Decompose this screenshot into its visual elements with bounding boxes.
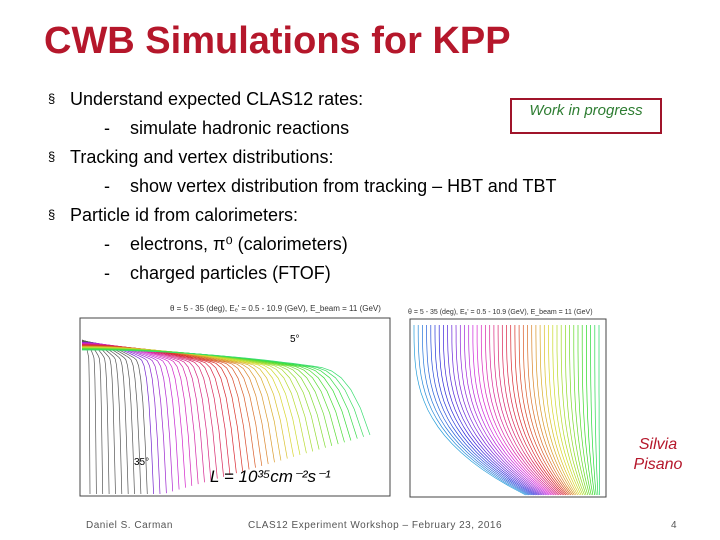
- dash: -: [104, 176, 110, 196]
- curve: [565, 325, 587, 496]
- curve: [577, 325, 592, 496]
- curve: [543, 325, 579, 496]
- curve: [569, 325, 589, 496]
- curve: [506, 325, 563, 496]
- curve: [451, 324, 541, 496]
- curve: [472, 325, 550, 496]
- curve: [548, 325, 580, 496]
- curves: [413, 324, 600, 496]
- plot-left: θ = 5 - 35 (deg), Eₑ' = 0.5 - 10.9 (GeV)…: [50, 300, 400, 512]
- curve: [459, 325, 545, 496]
- curve: [522, 325, 570, 496]
- dash: -: [104, 118, 110, 138]
- curve: [476, 325, 552, 496]
- curve: [430, 325, 533, 496]
- plot-frame: [409, 318, 607, 498]
- curve: [82, 349, 371, 436]
- curve: [493, 325, 558, 496]
- sub-bullet: simulate hadronic reactions: [130, 118, 350, 138]
- sub-bullet: charged particles (FTOF): [130, 263, 331, 283]
- curve: [518, 325, 568, 496]
- curve: [586, 325, 595, 496]
- footer-page: 4: [671, 520, 678, 531]
- curve: [535, 325, 575, 496]
- curve: [590, 325, 597, 496]
- bullet: Particle id from calorimeters:: [70, 205, 299, 225]
- dash: -: [104, 263, 110, 283]
- curve: [426, 325, 531, 496]
- plot-caption: θ = 5 - 35 (deg), Eₑ' = 0.5 - 10.9 (GeV)…: [170, 304, 381, 313]
- curve: [594, 325, 599, 496]
- curve: [598, 325, 600, 496]
- bullet-marker: §: [48, 207, 56, 222]
- sub-bullet: show vertex distribution from tracking –…: [130, 176, 557, 196]
- curve: [552, 325, 582, 496]
- curve: [556, 325, 584, 496]
- bullet: Understand expected CLAS12 rates:: [70, 89, 364, 109]
- curve: [539, 325, 577, 496]
- curve: [497, 325, 560, 496]
- curve: [468, 325, 548, 496]
- plot-bg: [400, 305, 612, 510]
- curve: [560, 325, 585, 496]
- curve: [443, 325, 538, 496]
- footer-author: Daniel S. Carman: [86, 520, 173, 531]
- curve: [485, 325, 555, 496]
- curve: [455, 324, 543, 496]
- footer-event: CLAS12 Experiment Workshop – February 23…: [248, 520, 503, 531]
- curve: [413, 325, 526, 496]
- bullet-marker: §: [48, 149, 56, 164]
- dash: -: [104, 234, 110, 254]
- curve: [434, 325, 535, 496]
- curve: [501, 325, 562, 496]
- plot-bg: [50, 300, 400, 512]
- plot-frame: [79, 317, 391, 497]
- credit: Silvia Pisano: [633, 436, 683, 473]
- curve: [464, 325, 547, 496]
- curve: [480, 325, 553, 496]
- curve: [438, 325, 536, 496]
- curves: [81, 339, 371, 495]
- curve: [447, 325, 540, 496]
- callout: Work in progress: [510, 98, 662, 134]
- curve: [510, 325, 565, 496]
- curve: [417, 325, 528, 496]
- sub-bullet: electrons, π⁰ (calorimeters): [130, 234, 348, 254]
- curve: [527, 325, 572, 496]
- plot-label: 5°: [290, 334, 300, 345]
- curve: [581, 325, 594, 496]
- plot-caption: θ = 5 - 35 (deg), Eₑ' = 0.5 - 10.9 (GeV)…: [408, 309, 593, 316]
- curve: [422, 325, 530, 496]
- plot-label: 35°: [134, 457, 149, 468]
- curve: [489, 325, 557, 496]
- plot-formula: L = 10³⁵cm⁻²s⁻¹: [210, 467, 331, 486]
- curve: [531, 325, 573, 496]
- bullet: Tracking and vertex distributions:: [70, 147, 334, 167]
- curve: [573, 325, 590, 496]
- bullet-marker: §: [48, 91, 56, 106]
- slide-title: CWB Simulations for KPP: [44, 20, 511, 62]
- plot-right: θ = 5 - 35 (deg), Eₑ' = 0.5 - 10.9 (GeV)…: [400, 305, 612, 510]
- curve: [514, 325, 567, 496]
